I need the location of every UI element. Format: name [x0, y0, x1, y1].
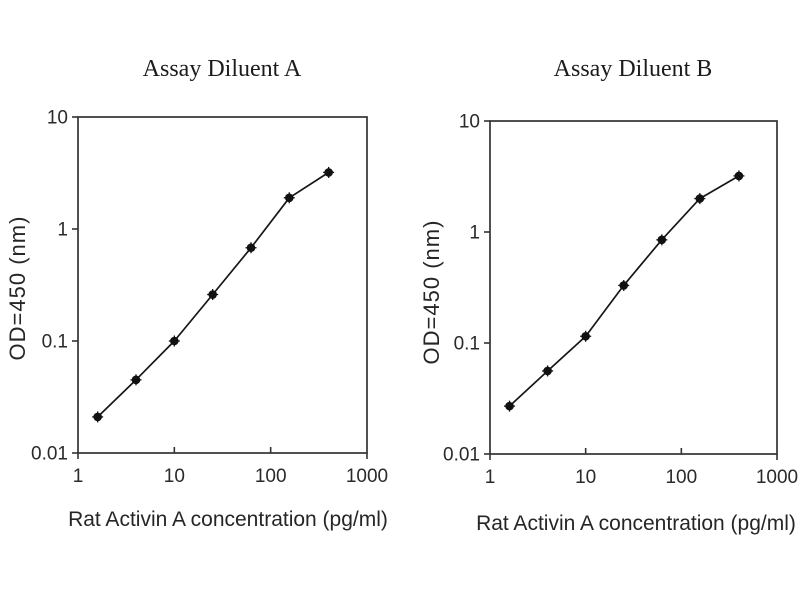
y-tick-label: 1	[469, 223, 480, 244]
x-axis-label: Rat Activin A concentration (pg/ml)	[476, 512, 796, 535]
x-tick-label: 10	[575, 467, 596, 488]
y-tick-label: 10	[459, 112, 480, 133]
x-tick-label: 1	[485, 467, 496, 488]
x-tick-label: 1000	[346, 466, 388, 487]
data-point	[324, 168, 333, 177]
data-point	[543, 366, 552, 376]
data-point	[131, 375, 141, 385]
data-point	[170, 336, 179, 346]
data-point	[657, 235, 667, 245]
y-tick-label: 0.01	[443, 445, 480, 466]
data-point	[581, 331, 590, 341]
data-point	[93, 412, 102, 422]
x-axis-label: Rat Activin A concentration (pg/ml)	[68, 508, 388, 531]
y-tick-label: 0.01	[31, 444, 68, 465]
y-tick-label: 0.1	[454, 334, 480, 355]
data-point	[208, 290, 217, 299]
plot-frame	[77, 116, 368, 454]
x-tick-label: 100	[665, 467, 697, 488]
data-point	[284, 193, 294, 203]
x-tick-label: 10	[164, 466, 185, 487]
chart-title: Assay Diluent A	[142, 56, 302, 82]
data-point	[695, 194, 705, 203]
chart-assay-diluent-b: Assay Diluent B OD=450 (nm) Rat Activin …	[400, 0, 800, 600]
plot-area: 1 10 100 1000 10 1 0.1 0.01	[31, 108, 388, 488]
x-tick-label: 100	[255, 466, 287, 487]
chart-assay-diluent-a: Assay Diluent A OD=450 (nm) Rat Activin …	[5, 56, 388, 531]
x-tick-label: 1	[73, 466, 84, 487]
chart-title: Assay Diluent B	[553, 56, 713, 82]
data-point	[246, 243, 256, 253]
plot-area: 1 10 100 1000 10 1 0.1 0.01	[443, 112, 798, 489]
y-tick-label: 1	[57, 220, 68, 241]
x-tick-label: 1000	[756, 467, 798, 488]
data-point	[734, 171, 744, 181]
y-tick-label: 0.1	[42, 332, 68, 353]
y-tick-label: 10	[47, 108, 68, 129]
data-point	[619, 281, 629, 290]
data-point	[505, 401, 514, 411]
plot-frame	[489, 120, 778, 455]
